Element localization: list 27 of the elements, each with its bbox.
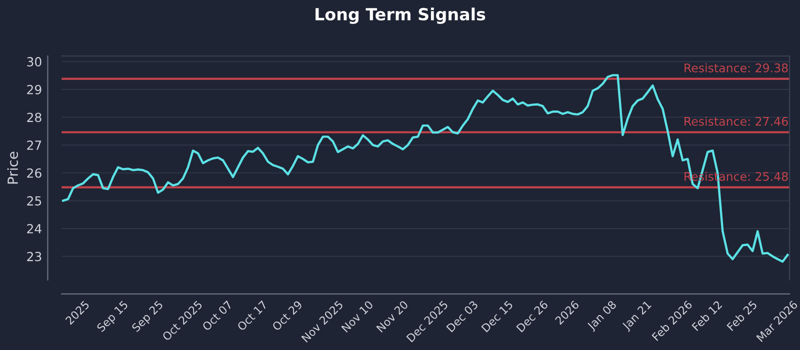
- x-tick-label: Feb 25: [726, 300, 758, 332]
- y-tick-label: 24: [27, 224, 42, 234]
- y-tick-label: 28: [27, 112, 42, 122]
- x-tick-label: Nov 20: [376, 300, 409, 333]
- y-axis-title: Price: [7, 152, 18, 184]
- x-tick-label: Feb 12: [691, 300, 722, 332]
- x-tick-label: Oct 07: [202, 300, 233, 332]
- x-tick-label: Oct 29: [272, 300, 303, 332]
- x-tick-label: Nov 10: [341, 300, 374, 333]
- x-tick-label: Jan 21: [621, 300, 654, 332]
- y-tick-label: 23: [27, 252, 42, 262]
- y-tick-label: 25: [27, 196, 42, 206]
- x-tick-label: Dec 03: [446, 300, 478, 332]
- y-tick-label: 29: [27, 84, 42, 94]
- x-tick-label: Jan 08: [586, 300, 618, 332]
- line-series: [62, 74, 789, 263]
- chart-title: Long Term Signals: [316, 8, 486, 24]
- x-tick-label: Dec 26: [516, 300, 548, 332]
- ref-line-label: Resistance: 29.38: [684, 63, 788, 72]
- x-tick-label: Oct 17: [236, 300, 268, 332]
- y-tick-label: 26: [27, 168, 42, 178]
- y-tick-label: 30: [27, 57, 42, 66]
- x-tick-label: Dec 15: [481, 300, 514, 332]
- x-tick-label: Sep 25: [131, 300, 165, 334]
- ref-line-label: Resistance: 27.46: [684, 116, 788, 126]
- y-tick-label: 27: [27, 140, 42, 150]
- x-tick-label: Sep 15: [96, 300, 130, 334]
